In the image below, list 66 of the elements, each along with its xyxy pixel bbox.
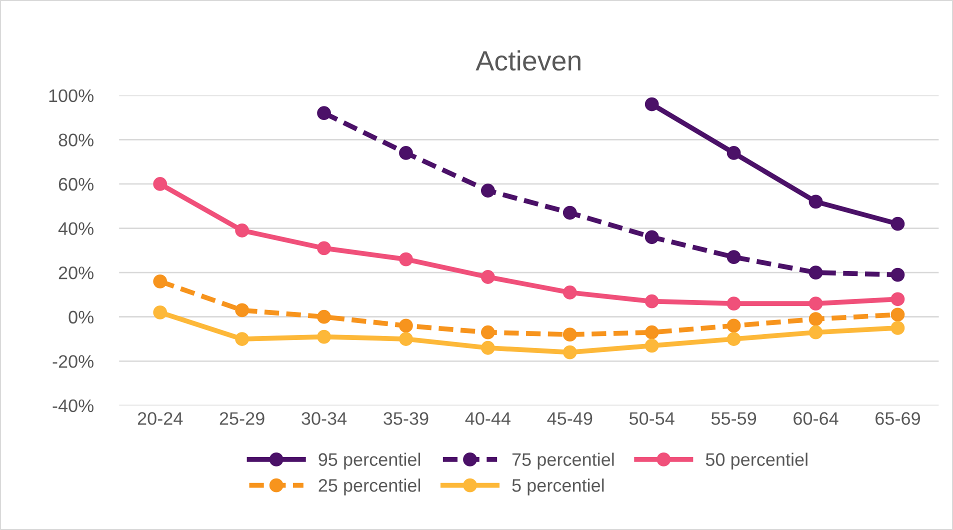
point	[317, 106, 331, 120]
point	[562, 345, 577, 360]
y-tick-label: -20%	[52, 355, 94, 368]
point	[317, 330, 331, 344]
y-tick-label: 40%	[58, 222, 94, 235]
point	[235, 303, 250, 318]
point	[726, 332, 741, 346]
x-tick-label: 30-34	[302, 412, 347, 425]
point	[726, 318, 741, 333]
point	[480, 325, 495, 340]
x-tick-label: 60-64	[794, 412, 838, 425]
point	[644, 97, 659, 112]
point	[480, 340, 495, 355]
x-tick-label: 20-24	[138, 412, 183, 425]
point	[808, 325, 823, 340]
point	[480, 270, 495, 284]
y-tick-label: 0%	[68, 310, 94, 324]
point	[399, 318, 413, 333]
point	[726, 250, 741, 264]
x-tick-label: 65-69	[876, 412, 920, 425]
point	[890, 320, 905, 335]
point	[808, 266, 823, 280]
point	[726, 146, 741, 160]
point	[399, 146, 413, 160]
legend-label: 5 percentiel	[512, 478, 604, 496]
x-tick-label: 45-49	[547, 412, 592, 425]
legend-label: 95 percentiel	[318, 452, 420, 470]
legend-label: 75 percentiel	[512, 452, 614, 470]
point	[644, 230, 659, 244]
point	[890, 292, 905, 306]
point	[644, 338, 659, 353]
point	[808, 296, 823, 311]
x-tick-label: 50-54	[629, 412, 674, 425]
point	[153, 305, 168, 320]
chart-title: Actieven	[476, 50, 580, 71]
point	[890, 308, 905, 322]
y-tick-label: 60%	[58, 178, 94, 191]
point	[562, 206, 577, 220]
point	[399, 252, 413, 266]
point	[153, 274, 168, 288]
point	[399, 332, 413, 346]
point	[808, 312, 823, 326]
legend-label: 50 percentiel	[706, 452, 808, 470]
point	[317, 310, 331, 324]
point	[562, 286, 577, 300]
point	[726, 296, 741, 311]
point	[644, 325, 659, 340]
x-tick-label: 25-29	[220, 412, 264, 425]
point	[890, 268, 905, 282]
x-tick-label: 35-39	[384, 412, 428, 425]
point	[235, 332, 250, 346]
point	[562, 328, 577, 342]
point	[890, 216, 905, 231]
point	[644, 294, 659, 308]
y-tick-label: 20%	[58, 266, 94, 280]
point	[235, 224, 250, 238]
point	[317, 241, 331, 256]
x-tick-label: 40-44	[465, 412, 510, 425]
y-tick-label: -40%	[52, 399, 94, 412]
legend-label: 25 percentiel	[318, 478, 420, 496]
y-tick-label: 100%	[49, 89, 94, 102]
y-tick-label: 80%	[58, 134, 94, 146]
point	[808, 194, 823, 209]
point	[480, 184, 495, 198]
point	[153, 177, 168, 191]
x-tick-label: 55-59	[711, 412, 756, 425]
